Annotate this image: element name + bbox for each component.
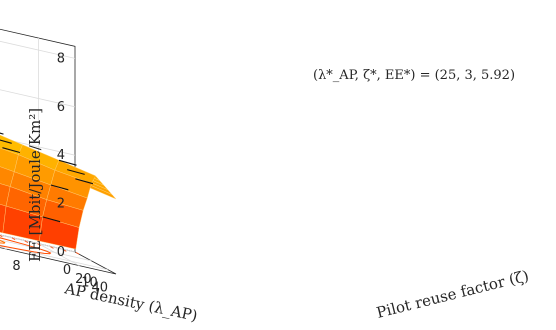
x-tick-label: 0	[63, 263, 71, 278]
z-axis-label: EE [Mbit/Joule/Km²]	[26, 108, 44, 262]
floor-contour-edge	[62, 249, 67, 252]
floor-contours	[0, 234, 80, 255]
floor-contour-edge	[11, 237, 16, 241]
surface-patch	[39, 216, 80, 250]
z-tick-label: 2	[57, 197, 65, 212]
z-tick-label: 0	[57, 245, 65, 260]
floor-contour	[0, 237, 52, 255]
surface-contour-dash	[75, 178, 94, 185]
floor-contour-edge	[0, 234, 3, 238]
x-tick-label: 40	[92, 281, 109, 296]
surface-contour-dash	[67, 169, 85, 175]
y-tick-labels: 46810	[12, 259, 98, 291]
surface-contour-dash	[50, 184, 69, 191]
y-tick-label: 8	[12, 259, 20, 274]
floor-contour-edge	[75, 252, 80, 255]
floor-contour-edge	[37, 243, 42, 246]
z-tick-label: 8	[57, 51, 65, 66]
z-tick-label: 6	[57, 100, 65, 115]
z-tick-labels: 0 2 4 6 8	[57, 51, 65, 260]
surface-contour-dash	[2, 147, 21, 154]
surface-contour-dashes	[0, 132, 94, 223]
grid-lines	[0, 38, 108, 270]
x-tick-label: 20	[75, 272, 92, 287]
surface-contour-dash	[0, 132, 4, 135]
floor-contour-edge	[50, 246, 54, 249]
y-axis-label: Pilot reuse factor (ζ)	[375, 267, 531, 322]
surface-contour-dash	[58, 159, 77, 166]
surface-contour-dash	[0, 139, 12, 144]
z-tick-label: 4	[57, 148, 65, 163]
ee-surface	[0, 134, 117, 250]
surface-contour-dash	[42, 216, 61, 223]
y-grid-line	[38, 38, 80, 267]
floor-contour-edge	[24, 240, 29, 243]
annotation-label: (λ*_AP, ζ*, EE*) = (25, 3, 5.92)	[313, 68, 515, 83]
y-tick-label: 10	[81, 276, 98, 291]
x-axis-label: AP density (λ_AP)	[62, 279, 199, 325]
